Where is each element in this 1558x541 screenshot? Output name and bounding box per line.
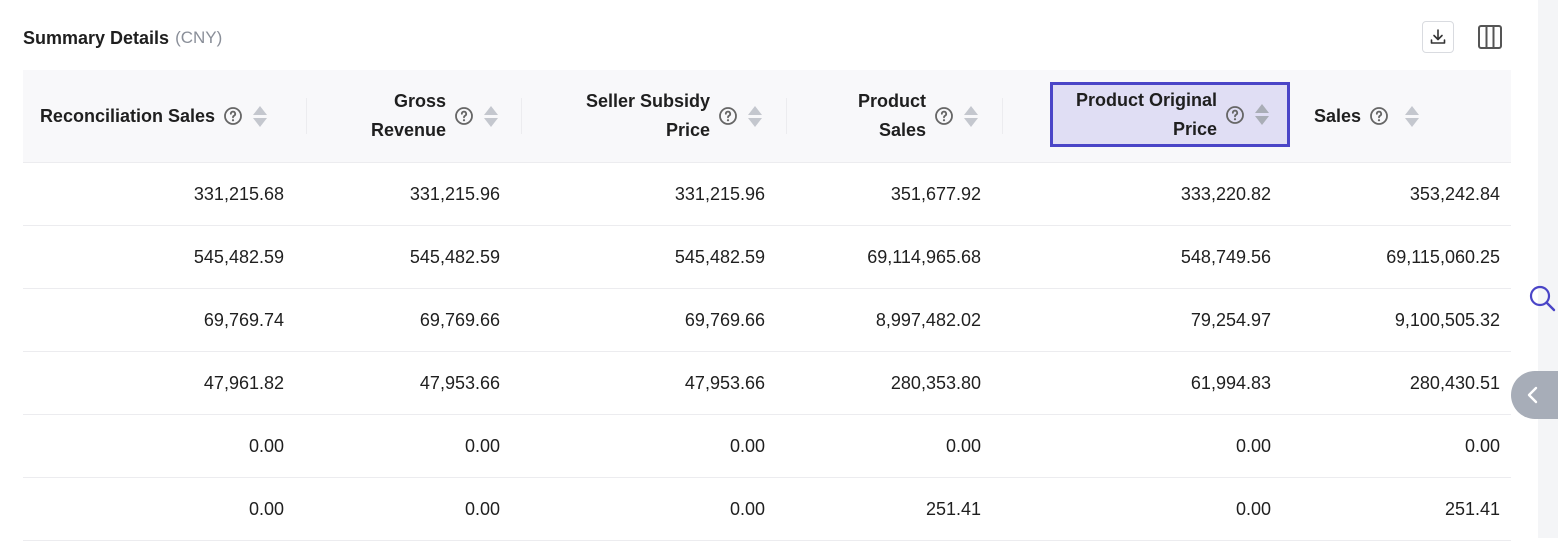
cell-sales: 69,115,060.25 <box>1386 246 1500 267</box>
search-icon[interactable] <box>1527 283 1557 318</box>
column-header-reconciliation-sales[interactable]: Reconciliation Sales <box>23 70 267 162</box>
cell-gross-revenue: 0.00 <box>464 498 500 519</box>
cell-gross-revenue: 545,482.59 <box>409 246 500 267</box>
column-header-seller-subsidy-price[interactable]: Seller Subsidy Price <box>521 70 762 162</box>
cell-seller-subsidy-price: 545,482.59 <box>674 246 765 267</box>
header-divider <box>1002 98 1003 134</box>
column-header-gross-revenue[interactable]: Gross Revenue <box>306 70 498 162</box>
currency-label: (CNY) <box>175 28 223 47</box>
column-header-product-sales[interactable]: Product Sales <box>786 70 978 162</box>
cell-sales: 280,430.51 <box>1409 372 1500 393</box>
cell-gross-revenue: 331,215.96 <box>409 183 500 204</box>
right-side-strip <box>1538 0 1558 538</box>
header-divider <box>306 98 307 134</box>
download-button[interactable] <box>1422 21 1454 53</box>
cell-product-original-price: 333,220.82 <box>1180 183 1271 204</box>
cell-sales: 353,242.84 <box>1409 183 1500 204</box>
sort-icon[interactable] <box>484 105 498 127</box>
column-header-sales[interactable]: Sales <box>1290 70 1422 162</box>
cell-product-original-price: 61,994.83 <box>1190 372 1271 393</box>
column-settings-button[interactable] <box>1474 21 1506 53</box>
cell-reconciliation-sales: 331,215.68 <box>193 183 284 204</box>
cell-gross-revenue: 47,953.66 <box>419 372 500 393</box>
sort-icon[interactable] <box>748 105 762 127</box>
table-row: 69,769.74 69,769.66 69,769.66 8,997,482.… <box>23 289 1511 352</box>
cell-seller-subsidy-price: 331,215.96 <box>674 183 765 204</box>
cell-product-original-price: 0.00 <box>1235 498 1271 519</box>
table-row: 0.00 0.00 0.00 251.41 0.00 251.41 <box>23 478 1511 541</box>
cell-seller-subsidy-price: 0.00 <box>729 498 765 519</box>
cell-reconciliation-sales: 47,961.82 <box>203 372 284 393</box>
cell-product-original-price: 548,749.56 <box>1180 246 1271 267</box>
cell-seller-subsidy-price: 0.00 <box>729 435 765 456</box>
cell-sales: 0.00 <box>1464 435 1500 456</box>
cell-product-original-price: 0.00 <box>1235 435 1271 456</box>
table-row: 331,215.68 331,215.96 331,215.96 351,677… <box>23 163 1511 226</box>
cell-reconciliation-sales: 0.00 <box>248 498 284 519</box>
help-icon[interactable] <box>223 106 243 126</box>
column-label: Sales <box>1314 105 1362 126</box>
cell-reconciliation-sales: 545,482.59 <box>193 246 284 267</box>
header-divider <box>521 98 522 134</box>
cell-seller-subsidy-price: 69,769.66 <box>684 309 765 330</box>
cell-sales: 9,100,505.32 <box>1394 309 1500 330</box>
header-divider <box>786 98 787 134</box>
cell-product-sales: 0.00 <box>945 435 981 456</box>
table-row: 0.00 0.00 0.00 0.00 0.00 0.00 <box>23 415 1511 478</box>
collapse-panel-button[interactable] <box>1511 371 1558 419</box>
column-header-product-original-price[interactable]: Product Original Price <box>1050 82 1290 147</box>
cell-product-sales: 251.41 <box>925 498 981 519</box>
sort-icon[interactable] <box>253 105 267 127</box>
table-body: 331,215.68 331,215.96 331,215.96 351,677… <box>23 163 1511 541</box>
cell-reconciliation-sales: 0.00 <box>248 435 284 456</box>
cell-product-sales: 69,114,965.68 <box>867 246 981 267</box>
summary-table: Reconciliation Sales Gross Revenue S <box>23 70 1511 541</box>
column-label: Seller Subsidy Price <box>585 91 710 140</box>
section-title: Summary Details <box>23 27 170 48</box>
sort-icon[interactable] <box>964 105 978 127</box>
download-icon <box>1430 29 1446 44</box>
cell-product-original-price: 79,254.97 <box>1190 309 1271 330</box>
help-icon[interactable] <box>718 106 738 126</box>
table-row: 47,961.82 47,953.66 47,953.66 280,353.80… <box>23 352 1511 415</box>
help-icon[interactable] <box>454 106 474 126</box>
help-icon[interactable] <box>1225 105 1245 125</box>
column-label: Product Sales <box>857 91 926 140</box>
sort-icon[interactable] <box>1405 105 1420 127</box>
cell-sales: 251.41 <box>1444 498 1500 519</box>
table-header: Reconciliation Sales Gross Revenue S <box>23 70 1511 163</box>
columns-icon <box>1478 25 1502 49</box>
cell-product-sales: 351,677.92 <box>890 183 981 204</box>
cell-gross-revenue: 69,769.66 <box>419 309 500 330</box>
table-row: 545,482.59 545,482.59 545,482.59 69,114,… <box>23 226 1511 289</box>
sort-icon[interactable] <box>1255 104 1269 125</box>
help-icon[interactable] <box>1369 106 1389 126</box>
column-label: Gross Revenue <box>370 91 446 140</box>
chevron-left-icon <box>1527 386 1538 404</box>
help-icon[interactable] <box>934 106 954 126</box>
cell-gross-revenue: 0.00 <box>464 435 500 456</box>
section-header: Summary Details (CNY) <box>23 26 222 50</box>
column-label: Product Original Price <box>1075 89 1217 139</box>
cell-reconciliation-sales: 69,769.74 <box>203 309 284 330</box>
cell-product-sales: 280,353.80 <box>890 372 981 393</box>
column-label: Reconciliation Sales <box>39 105 215 126</box>
cell-seller-subsidy-price: 47,953.66 <box>684 372 765 393</box>
cell-product-sales: 8,997,482.02 <box>875 309 981 330</box>
